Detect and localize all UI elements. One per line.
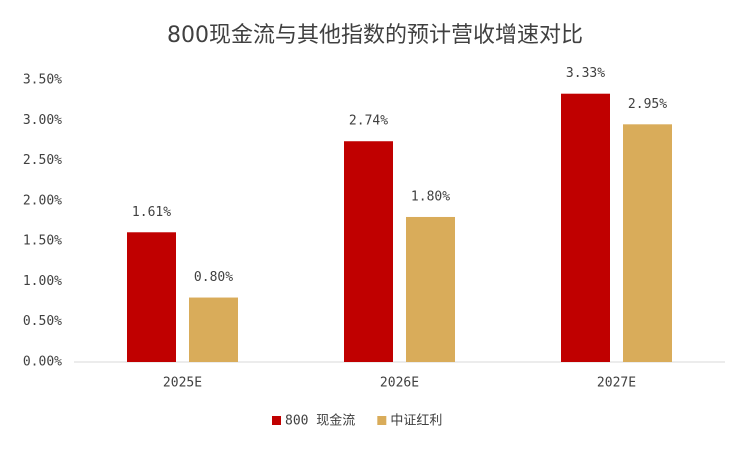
x-tick-label: 2027E xyxy=(597,376,636,391)
data-label: 3.33% xyxy=(566,66,605,81)
data-label: 1.61% xyxy=(132,205,171,220)
y-tick-label: 2.00% xyxy=(23,193,62,208)
y-tick-label: 1.50% xyxy=(23,234,62,249)
y-tick-label: 0.00% xyxy=(23,355,62,370)
chart-title: 800现金流与其他指数的预计营收增速对比 xyxy=(167,23,583,48)
data-label: 2.95% xyxy=(628,97,667,112)
data-label: 0.80% xyxy=(194,270,233,285)
bar xyxy=(189,297,238,362)
bar xyxy=(344,141,393,362)
y-tick-label: 3.50% xyxy=(23,73,62,88)
legend-swatch xyxy=(377,416,387,425)
legend-label: 中证红利 xyxy=(390,413,442,429)
y-tick-label: 3.00% xyxy=(23,113,62,128)
legend-swatch xyxy=(272,416,281,425)
y-tick-label: 1.00% xyxy=(23,274,62,289)
y-tick-label: 2.50% xyxy=(23,153,62,168)
data-label: 1.80% xyxy=(411,189,450,204)
x-tick-label: 2026E xyxy=(380,376,419,391)
bar xyxy=(406,216,455,362)
x-tick-label: 2025E xyxy=(163,376,202,391)
data-label: 2.74% xyxy=(349,114,388,129)
legend-label: 800 现金流 xyxy=(285,413,355,429)
bar xyxy=(561,93,610,362)
y-tick-label: 0.50% xyxy=(23,314,62,329)
bar xyxy=(623,124,672,362)
bar xyxy=(127,232,176,362)
